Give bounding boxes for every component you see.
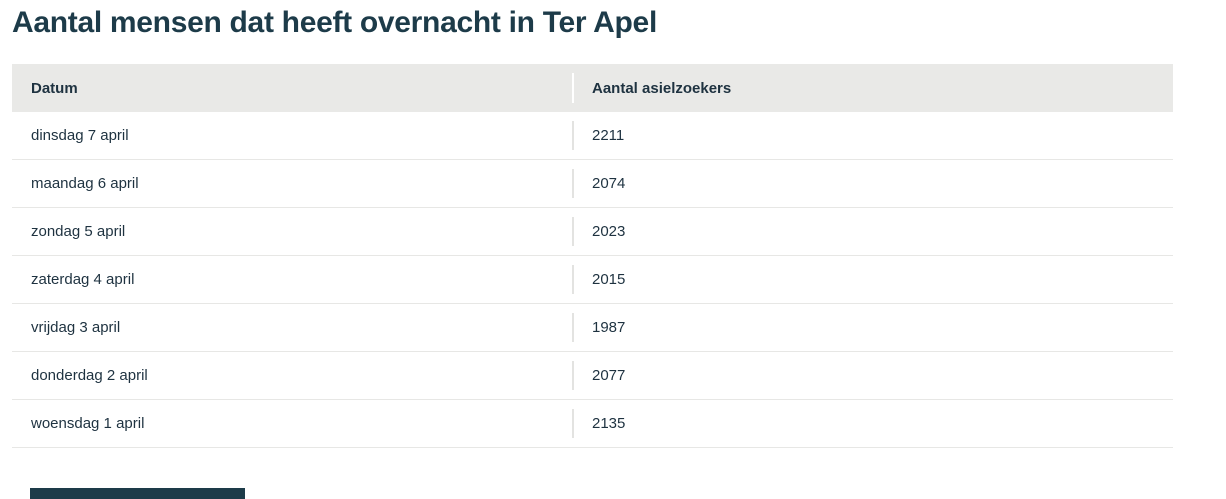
count-cell: 2077 [592, 367, 626, 384]
date-cell: zaterdag 4 april [31, 271, 135, 288]
column-divider [572, 409, 574, 438]
date-cell: donderdag 2 april [31, 367, 148, 384]
table-row: zondag 5 april 2023 [12, 208, 1173, 256]
table-row: dinsdag 7 april 2211 [12, 112, 1173, 160]
count-cell: 2074 [592, 175, 626, 192]
count-cell: 1987 [592, 319, 626, 336]
date-cell: zondag 5 april [31, 223, 126, 240]
count-cell: 2211 [592, 127, 625, 144]
column-header-aantal: Aantal asielzoekers [592, 79, 732, 97]
column-divider [572, 313, 574, 342]
date-cell: vrijdag 3 april [31, 319, 121, 336]
column-divider [572, 73, 574, 103]
date-cell: maandag 6 april [31, 175, 139, 192]
column-divider [572, 217, 574, 246]
table-header-row: Datum Aantal asielzoekers [12, 64, 1173, 112]
column-divider [572, 361, 574, 390]
page-title: Aantal mensen dat heeft overnacht in Ter… [12, 6, 657, 39]
column-header-datum: Datum [31, 79, 78, 97]
table-row: zaterdag 4 april 2015 [12, 256, 1173, 304]
count-cell: 2135 [592, 415, 626, 432]
table-row: woensdag 1 april 2135 [12, 400, 1173, 448]
date-cell: woensdag 1 april [31, 415, 145, 432]
column-divider [572, 265, 574, 294]
count-cell: 2023 [592, 223, 626, 240]
table-row: vrijdag 3 april 1987 [12, 304, 1173, 352]
date-cell: dinsdag 7 april [31, 127, 129, 144]
bottom-bar [30, 488, 245, 499]
table-row: maandag 6 april 2074 [12, 160, 1173, 208]
asylum-seekers-table: Datum Aantal asielzoekers dinsdag 7 apri… [12, 64, 1173, 448]
table-row: donderdag 2 april 2077 [12, 352, 1173, 400]
column-divider [572, 121, 574, 150]
column-divider [572, 169, 574, 198]
count-cell: 2015 [592, 271, 626, 288]
